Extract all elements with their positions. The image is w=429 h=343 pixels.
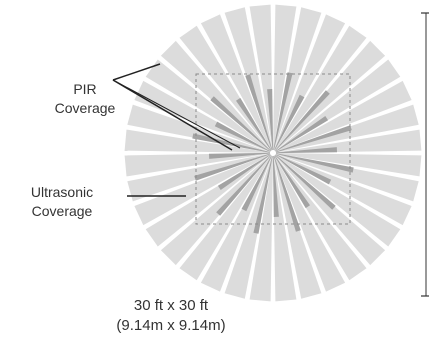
ultrasonic-ray [194, 153, 271, 181]
ultrasonic-ray [272, 156, 279, 217]
ultrasonic-ray [217, 154, 271, 190]
pir-ray [179, 25, 271, 150]
ultrasonic-coverage-label: Ultrasonic Coverage [0, 183, 124, 221]
ultrasonic-ray [275, 153, 354, 173]
pir-ray [160, 40, 271, 151]
pir-ray [276, 80, 412, 152]
pir-label-line: PIR [73, 81, 97, 97]
pir-ray [276, 155, 401, 247]
pir-ray [277, 153, 422, 177]
pir-ray [275, 156, 367, 281]
pir-ray [273, 4, 297, 149]
ultrasonic-ray [253, 155, 273, 234]
pir-ray [179, 156, 271, 281]
pir-ray [249, 157, 273, 302]
pir-ray [127, 104, 270, 153]
ultrasonic-ray [214, 121, 271, 152]
ultrasonic-ray [267, 89, 274, 150]
pir-ray [273, 7, 322, 150]
ultrasonic-label-line: Ultrasonic [30, 184, 94, 200]
ultrasonic-ray [274, 94, 305, 151]
dimensions-metric: (9.14m x 9.14m) [116, 317, 226, 334]
pir-leader-line [112, 63, 161, 81]
ultrasonic-ray [273, 155, 301, 232]
ultrasonic-ray [275, 125, 352, 153]
ultrasonic-ray [275, 116, 329, 152]
pir-leader-lines [112, 63, 241, 151]
dimensions-imperial: 30 ft x 30 ft [133, 297, 209, 314]
pir-ray [145, 59, 270, 151]
ultrasonic-ray [210, 96, 271, 152]
pir-ray [275, 155, 386, 266]
ultrasonic-ray [241, 155, 272, 212]
pir-ray [124, 129, 269, 153]
pir-ray [200, 14, 272, 150]
pir-ray [275, 25, 367, 150]
ultrasonic-label-line: Coverage [31, 203, 93, 219]
ultrasonic-ray [274, 90, 330, 151]
pir-ray [160, 155, 271, 266]
ultrasonic-ray [275, 154, 332, 185]
pir-ray [276, 153, 419, 202]
ultrasonic-ray [273, 72, 293, 151]
pir-ray [275, 40, 386, 151]
dimensions-label: 30 ft x 30 ft (9.14m x 9.14m) [113, 296, 229, 336]
pir-ray [134, 154, 270, 226]
pir-coverage-label: PIR Coverage [40, 80, 130, 118]
pir-leader-line [112, 79, 233, 151]
ultrasonic-coverage-rays [192, 72, 354, 234]
ultrasonic-ray [276, 147, 337, 154]
pir-leader-line [112, 79, 241, 149]
ultrasonic-ray [209, 152, 270, 159]
pir-label-line: Coverage [54, 100, 116, 116]
pir-ray [277, 129, 422, 153]
pir-ray [124, 153, 269, 177]
pir-ray [224, 156, 273, 299]
pir-coverage-rays [124, 4, 422, 302]
pir-ray [145, 155, 270, 247]
ultrasonic-ray [236, 97, 272, 151]
ultrasonic-ray [216, 155, 272, 216]
coverage-area-boundary [195, 73, 351, 225]
ultrasonic-ray [274, 155, 310, 209]
ultrasonic-ray [245, 74, 273, 151]
pir-ray [249, 4, 273, 149]
ultrasonic-ray [275, 154, 336, 210]
scale-bar [421, 12, 429, 297]
pir-ray [276, 59, 401, 151]
pir-ray [273, 157, 297, 302]
